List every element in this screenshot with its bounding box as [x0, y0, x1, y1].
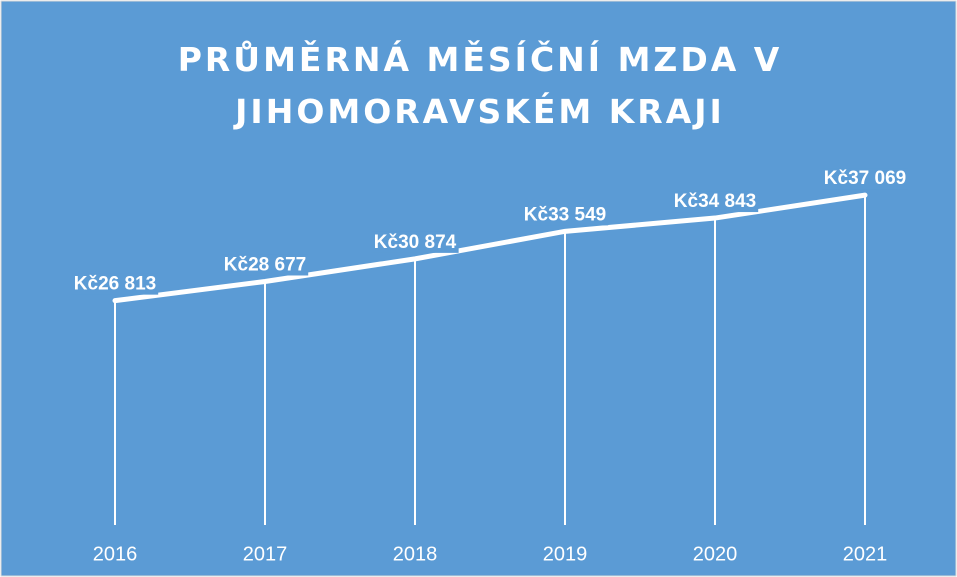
- value-label-background: [671, 191, 759, 213]
- x-tick-label: 2018: [393, 543, 438, 565]
- value-label: Kč28 677: [224, 254, 306, 275]
- value-label: Kč37 069: [824, 168, 906, 189]
- value-label: Kč30 874: [374, 232, 457, 253]
- value-label-background: [71, 273, 159, 295]
- x-tick-label: 2017: [243, 543, 288, 565]
- chart-title: PRŮMĚRNÁ MĚSÍČNÍ MZDA V JIHOMORAVSKÉM KR…: [177, 40, 783, 131]
- x-tick-label: 2020: [693, 543, 738, 565]
- line: [112, 192, 868, 304]
- value-label-background: [521, 204, 609, 226]
- value-label-background: [371, 231, 459, 253]
- value-label-background: [821, 168, 909, 190]
- value-label-background: [221, 254, 309, 276]
- x-tick-label: 2021: [843, 543, 888, 565]
- x-tick-label: 2016: [93, 543, 138, 565]
- value-label: Kč26 813: [74, 274, 156, 295]
- value-label: Kč33 549: [524, 204, 606, 225]
- x-tick-label: 2019: [543, 543, 588, 565]
- value-label: Kč34 843: [674, 191, 756, 212]
